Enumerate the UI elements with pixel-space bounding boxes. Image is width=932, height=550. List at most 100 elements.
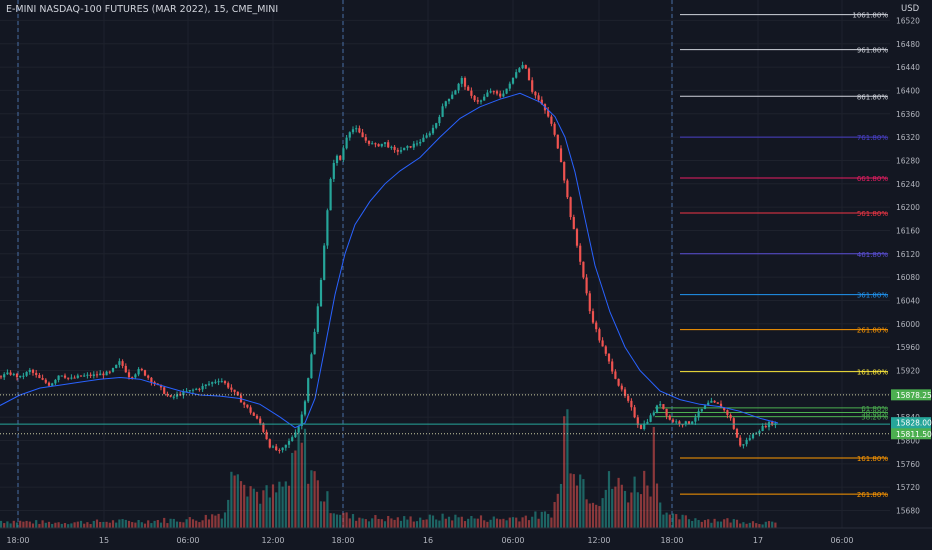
candle-body[interactable] (319, 279, 323, 307)
candle-body[interactable] (339, 155, 342, 160)
candle-body[interactable] (140, 369, 143, 371)
candle-body[interactable] (419, 141, 422, 144)
candle-body[interactable] (431, 127, 435, 134)
candle-body[interactable] (537, 95, 540, 100)
candle-body[interactable] (60, 375, 63, 377)
candle-body[interactable] (188, 390, 191, 392)
candle-body[interactable] (396, 149, 399, 152)
candle-body[interactable] (639, 425, 643, 430)
candle-body[interactable] (623, 389, 627, 396)
candle-body[interactable] (415, 143, 419, 145)
candle-body[interactable] (764, 426, 767, 428)
candle-body[interactable] (630, 400, 633, 408)
candle-body[interactable] (684, 421, 687, 425)
candle-body[interactable] (463, 78, 467, 87)
candle-body[interactable] (150, 377, 153, 383)
candle-body[interactable] (447, 98, 451, 102)
candle-body[interactable] (675, 421, 678, 423)
candle-body[interactable] (467, 86, 470, 91)
candle-body[interactable] (425, 135, 428, 138)
candle-body[interactable] (335, 155, 339, 164)
candle-body[interactable] (175, 394, 179, 397)
candle-body[interactable] (620, 385, 623, 390)
candle-body[interactable] (223, 381, 227, 384)
candle-body[interactable] (505, 88, 508, 94)
candle-body[interactable] (83, 375, 86, 377)
candle-body[interactable] (287, 441, 291, 445)
candle-body[interactable] (67, 377, 70, 379)
candle-body[interactable] (575, 229, 579, 246)
candle-body[interactable] (598, 329, 601, 341)
candle-body[interactable] (137, 369, 140, 375)
candle-body[interactable] (390, 146, 393, 148)
candle-body[interactable] (44, 379, 47, 383)
candle-body[interactable] (275, 446, 278, 451)
candle-body[interactable] (662, 404, 665, 409)
candle-body[interactable] (12, 373, 15, 375)
candle-body[interactable] (499, 93, 502, 97)
candle-body[interactable] (191, 389, 195, 391)
candle-body[interactable] (591, 311, 595, 323)
candle-body[interactable] (511, 77, 515, 84)
candle-body[interactable] (735, 428, 739, 438)
candle-body[interactable] (259, 418, 262, 424)
candle-body[interactable] (358, 128, 361, 133)
candle-body[interactable] (86, 374, 89, 376)
candle-body[interactable] (15, 373, 19, 378)
candle-body[interactable] (649, 415, 652, 422)
candle-body[interactable] (540, 99, 543, 105)
candle-body[interactable] (588, 293, 591, 312)
candle-body[interactable] (559, 148, 563, 163)
candle-body[interactable] (403, 147, 406, 151)
candle-body[interactable] (710, 400, 713, 403)
candle-body[interactable] (460, 78, 463, 84)
candle-body[interactable] (147, 375, 150, 378)
candle-body[interactable] (476, 100, 479, 102)
candle-body[interactable] (166, 393, 169, 396)
candle-body[interactable] (508, 83, 511, 89)
candle-body[interactable] (377, 144, 380, 147)
candle-body[interactable] (47, 382, 51, 386)
candle-body[interactable] (383, 142, 387, 144)
candle-body[interactable] (121, 361, 124, 366)
candle-body[interactable] (569, 197, 572, 218)
candle-body[interactable] (31, 369, 35, 373)
candle-body[interactable] (668, 415, 671, 420)
candle-body[interactable] (671, 419, 675, 422)
candle-body[interactable] (617, 378, 620, 386)
candle-body[interactable] (76, 375, 79, 378)
candle-body[interactable] (182, 391, 185, 396)
candle-body[interactable] (307, 378, 310, 402)
candle-body[interactable] (719, 403, 723, 408)
candle-body[interactable] (444, 101, 447, 107)
candle-body[interactable] (118, 361, 121, 365)
candle-body[interactable] (89, 374, 92, 376)
candle-body[interactable] (6, 372, 9, 375)
candle-body[interactable] (633, 407, 636, 418)
candle-body[interactable] (108, 371, 111, 373)
candle-body[interactable] (79, 375, 83, 377)
candle-body[interactable] (726, 410, 729, 415)
candle-body[interactable] (473, 95, 476, 101)
candle-body[interactable] (323, 245, 326, 280)
candle-body[interactable] (486, 92, 489, 97)
candle-body[interactable] (300, 414, 303, 426)
candle-body[interactable] (691, 421, 694, 425)
candle-body[interactable] (326, 210, 329, 246)
candle-body[interactable] (169, 395, 172, 397)
candle-body[interactable] (297, 425, 300, 433)
candle-body[interactable] (28, 369, 31, 372)
candle-body[interactable] (345, 137, 348, 149)
candle-body[interactable] (611, 361, 614, 372)
candle-body[interactable] (659, 404, 662, 406)
candle-body[interactable] (342, 148, 345, 160)
candle-body[interactable] (441, 106, 444, 117)
candle-body[interactable] (563, 162, 566, 181)
candle-body[interactable] (700, 408, 703, 412)
candle-body[interactable] (703, 405, 707, 409)
candle-body[interactable] (211, 382, 214, 384)
candle-body[interactable] (687, 421, 691, 425)
candle-body[interactable] (457, 83, 460, 91)
candle-body[interactable] (73, 377, 76, 379)
candle-body[interactable] (723, 407, 726, 411)
